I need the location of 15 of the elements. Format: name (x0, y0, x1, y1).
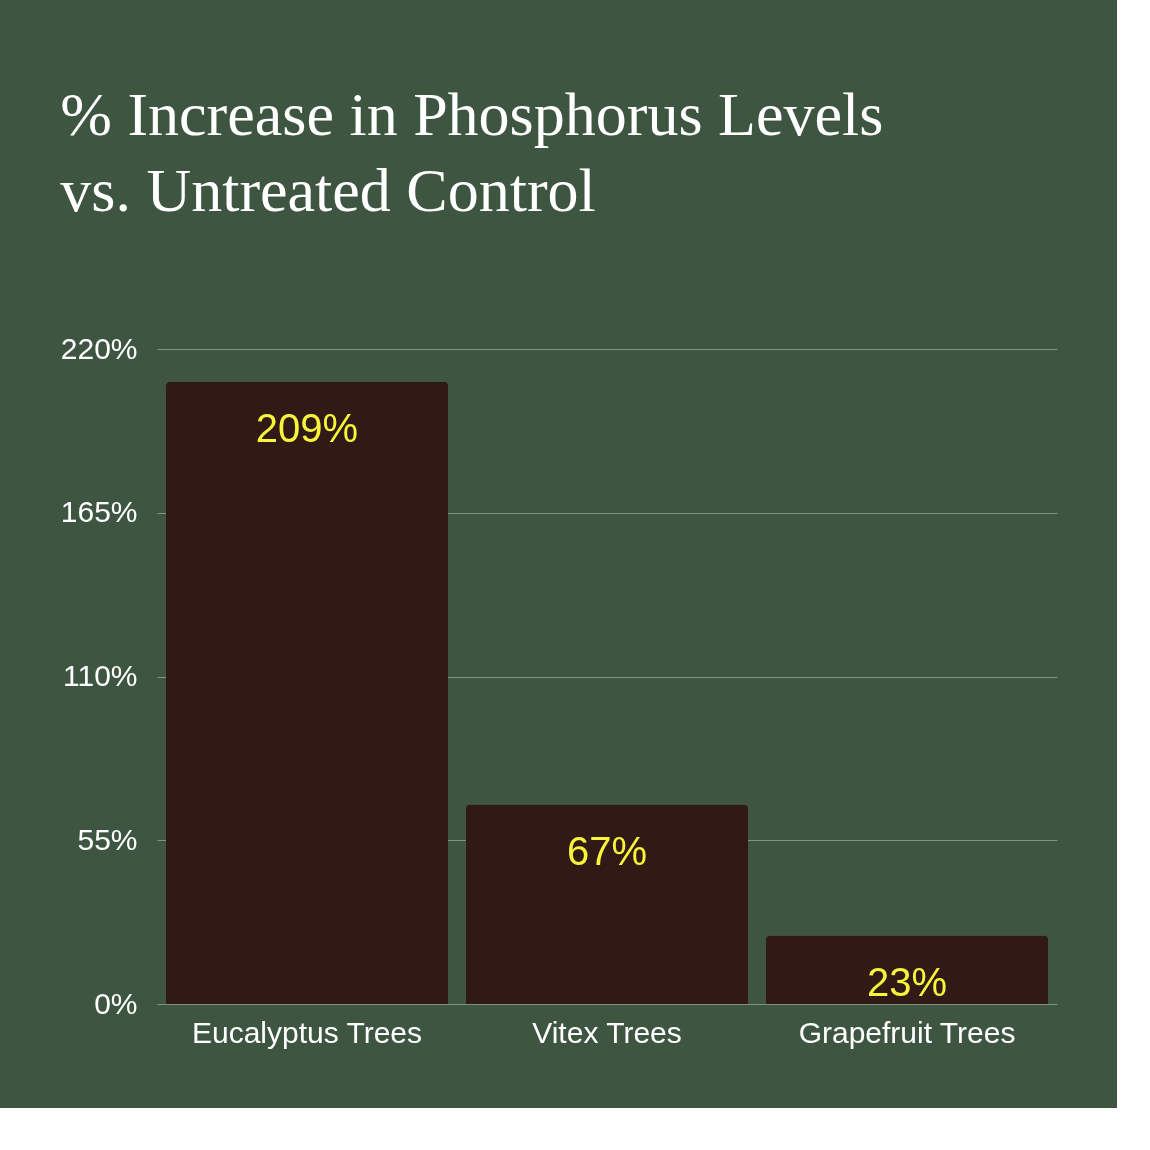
data-label: 23% (866, 959, 948, 1004)
x-tick-label: Vitex Trees (532, 1015, 682, 1049)
chart-title: % Increase in Phosphorus Levels vs. Untreated Control (60, 80, 884, 224)
y-tick-label: 220% (60, 331, 138, 365)
bar (466, 804, 748, 1004)
data-label: 67% (566, 828, 648, 873)
y-tick-label: 0% (94, 986, 138, 1020)
y-tick-label: 55% (77, 822, 138, 856)
bar (766, 935, 1048, 1004)
x-tick-label: Eucalyptus Trees (191, 1015, 423, 1049)
bar (166, 381, 448, 1004)
y-tick-label: 110% (62, 659, 138, 692)
x-tick-label: Grapefruit Trees (798, 1015, 1016, 1049)
y-tick-label: 165% (60, 495, 138, 529)
data-label: 209% (255, 405, 359, 450)
